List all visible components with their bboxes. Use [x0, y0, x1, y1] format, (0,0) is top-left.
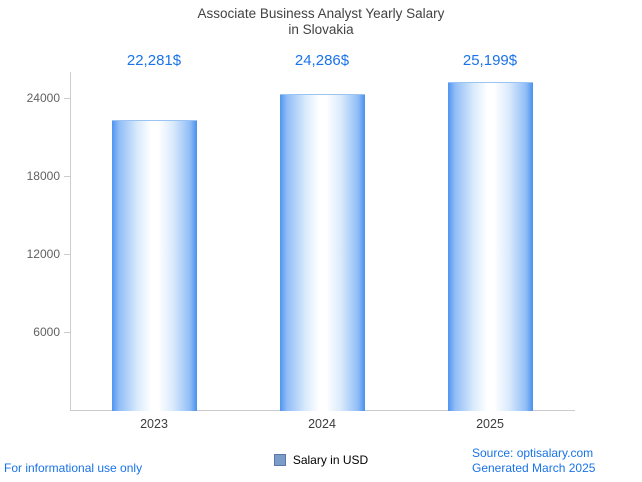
bar-value-label: 22,281$: [126, 52, 182, 69]
legend: Salary in USD: [0, 453, 642, 467]
bar-value-label: 25,199$: [462, 52, 518, 69]
disclaimer-text: For informational use only: [4, 461, 143, 475]
footer-right: Source: optisalary.com Generated March 2…: [472, 446, 595, 476]
y-axis-tick-mark: [64, 176, 70, 177]
generated-date: Generated March 2025: [472, 461, 596, 475]
y-axis-line: [70, 72, 71, 410]
y-axis-tick-label: 24000: [26, 91, 60, 105]
bar-2025: [447, 82, 533, 411]
y-axis-tick-mark: [64, 254, 70, 255]
y-axis-tick-mark: [64, 98, 70, 99]
legend-label: Salary in USD: [292, 453, 369, 467]
y-axis-tick-label: 6000: [33, 325, 60, 339]
y-axis-tick-mark: [64, 332, 70, 333]
bar-2024: [279, 94, 365, 411]
chart-title-line1: Associate Business Analyst Yearly Salary: [197, 6, 445, 21]
x-axis-category-label: 2024: [308, 417, 336, 431]
x-axis-category-label: 2025: [476, 417, 504, 431]
bar-value-label: 24,286$: [294, 52, 350, 69]
chart-title-line2: in Slovakia: [288, 22, 354, 37]
y-axis-tick-label: 12000: [26, 247, 60, 261]
x-axis-category-label: 2023: [140, 417, 168, 431]
chart-title: Associate Business Analyst Yearly Salary…: [0, 6, 642, 38]
legend-swatch: [273, 454, 286, 466]
y-axis-tick-label: 18000: [26, 169, 60, 183]
source-link[interactable]: Source: optisalary.com: [472, 446, 594, 460]
bar-2023: [111, 120, 197, 411]
